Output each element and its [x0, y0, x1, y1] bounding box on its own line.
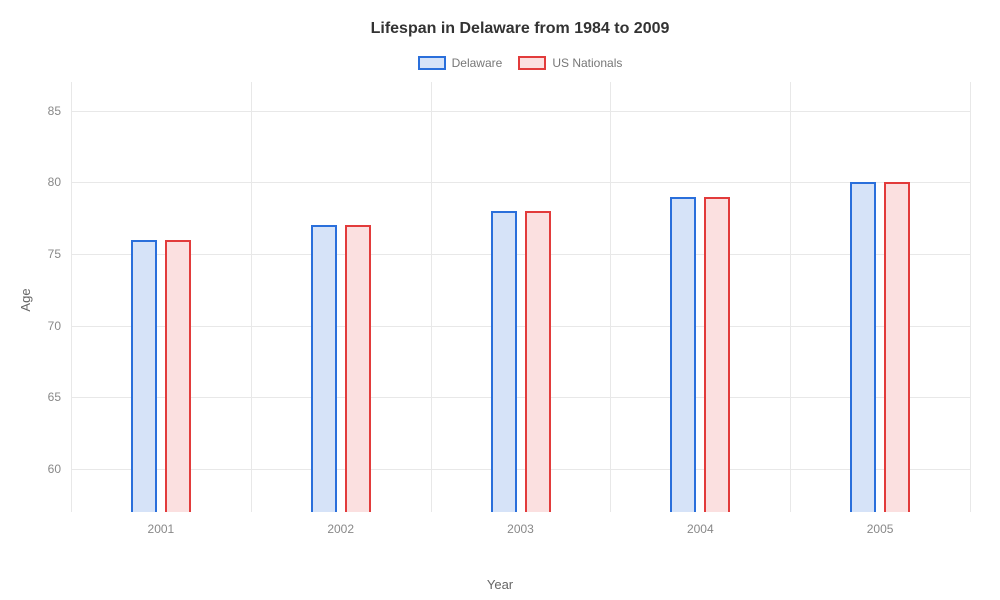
y-tick-label: 75 — [48, 247, 71, 261]
gridline-horizontal — [71, 111, 970, 112]
chart-title: Lifespan in Delaware from 1984 to 2009 — [70, 20, 970, 38]
x-tick-label: 2003 — [507, 512, 534, 536]
y-tick-label: 70 — [48, 319, 71, 333]
y-tick-label: 60 — [48, 462, 71, 476]
legend-swatch-icon — [518, 56, 546, 70]
legend-label: Delaware — [452, 56, 503, 70]
x-axis-label: Year — [487, 577, 513, 592]
legend-swatch-icon — [418, 56, 446, 70]
gridline-vertical — [71, 82, 72, 512]
bar — [311, 225, 337, 512]
bar — [491, 211, 517, 512]
gridline-vertical — [431, 82, 432, 512]
chart-container: Lifespan in Delaware from 1984 to 2009 D… — [0, 0, 1000, 600]
bar — [131, 240, 157, 512]
x-tick-label: 2005 — [867, 512, 894, 536]
bar — [884, 182, 910, 512]
gridline-horizontal — [71, 397, 970, 398]
x-tick-label: 2002 — [327, 512, 354, 536]
gridline-horizontal — [71, 326, 970, 327]
y-tick-label: 65 — [48, 390, 71, 404]
plot-area: 60657075808520012002200320042005 — [70, 82, 970, 512]
gridline-horizontal — [71, 469, 970, 470]
y-tick-label: 85 — [48, 104, 71, 118]
legend-item-delaware: Delaware — [418, 56, 503, 70]
gridline-vertical — [970, 82, 971, 512]
bar — [704, 197, 730, 512]
gridline-vertical — [251, 82, 252, 512]
y-tick-label: 80 — [48, 175, 71, 189]
legend-item-us-nationals: US Nationals — [518, 56, 622, 70]
x-tick-label: 2004 — [687, 512, 714, 536]
legend: Delaware US Nationals — [70, 56, 970, 70]
bar — [670, 197, 696, 512]
gridline-horizontal — [71, 182, 970, 183]
legend-label: US Nationals — [552, 56, 622, 70]
bar — [165, 240, 191, 512]
gridline-vertical — [610, 82, 611, 512]
bar — [850, 182, 876, 512]
x-tick-label: 2001 — [148, 512, 175, 536]
bar — [345, 225, 371, 512]
bar — [525, 211, 551, 512]
gridline-horizontal — [71, 254, 970, 255]
gridline-vertical — [790, 82, 791, 512]
y-axis-label: Age — [18, 288, 33, 311]
